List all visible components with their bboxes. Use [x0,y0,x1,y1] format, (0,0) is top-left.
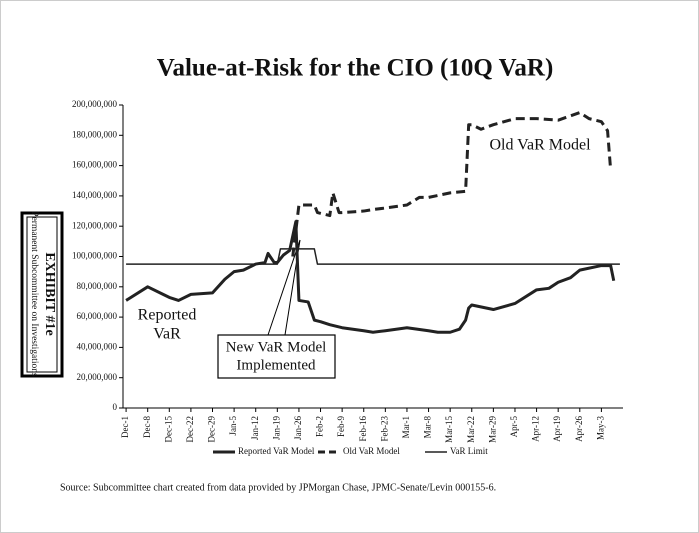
annotation: Implemented [236,357,316,373]
y-tick-label: 120,000,000 [72,220,118,230]
stamp-title: EXHIBIT #1e [42,252,57,335]
x-tick-label: Mar-22 [466,416,476,443]
x-tick-label: Mar-29 [487,416,497,443]
annotation: VaR [153,326,181,343]
y-tick-label: 160,000,000 [72,160,118,170]
x-tick-label: Dec-29 [207,416,217,443]
legend-label: VaR Limit [450,446,488,456]
y-tick-label: 0 [113,402,118,412]
x-tick-label: Mar-8 [423,416,433,439]
x-tick-label: Jan-19 [271,416,281,440]
y-tick-label: 180,000,000 [72,129,118,139]
x-tick-label: Dec-15 [163,416,173,443]
annotation: Old VaR Model [489,137,591,154]
y-tick-label: 200,000,000 [72,99,118,109]
x-tick-label: Mar-15 [444,416,454,443]
annotation: New VaR Model [226,339,327,355]
x-tick-label: Dec-1 [120,416,130,438]
y-tick-label: 80,000,000 [77,281,118,291]
line-series [291,111,613,257]
source-note: Source: Subcommittee chart created from … [60,482,496,493]
annotation: Reported [138,307,197,324]
x-tick-label: Dec-8 [142,416,152,438]
x-tick-label: Jan-26 [293,416,303,440]
x-tick-label: Feb-16 [358,416,368,442]
x-tick-label: Jan-5 [228,416,238,436]
chart-title: Value-at-Risk for the CIO (10Q VaR) [157,55,554,82]
y-tick-label: 60,000,000 [77,311,118,321]
stamp-subtitle: Permanent Subcommittee on Investigations [29,211,39,377]
x-tick-label: Dec-22 [185,416,195,443]
x-tick-label: Feb-23 [379,416,389,442]
x-tick-label: Feb-2 [315,416,325,437]
stamp-border [20,211,64,378]
y-tick-label: 100,000,000 [72,251,118,261]
stamp-inner [26,216,58,373]
x-tick-label: Feb-9 [336,416,346,437]
x-tick-label: Apr-5 [509,416,519,438]
x-tick-label: May-3 [595,416,605,440]
x-tick-label: Jan-12 [250,416,260,440]
y-tick-label: 20,000,000 [77,372,118,382]
x-tick-label: Apr-12 [531,416,541,442]
y-tick-label: 140,000,000 [72,190,118,200]
y-tick-label: 40,000,000 [77,341,118,351]
x-tick-label: Mar-1 [401,416,411,438]
line-series [125,220,616,334]
annotation-box [217,334,336,379]
x-tick-label: Apr-26 [574,416,584,442]
annotation-pointer [267,239,301,336]
x-tick-label: Apr-19 [552,416,562,442]
legend-label: Reported VaR Model [238,446,315,456]
stamp: EXHIBIT #1e Permanent Subcommittee on In… [20,211,64,378]
legend-label: Old VaR Model [343,446,400,456]
line-series [126,248,620,265]
